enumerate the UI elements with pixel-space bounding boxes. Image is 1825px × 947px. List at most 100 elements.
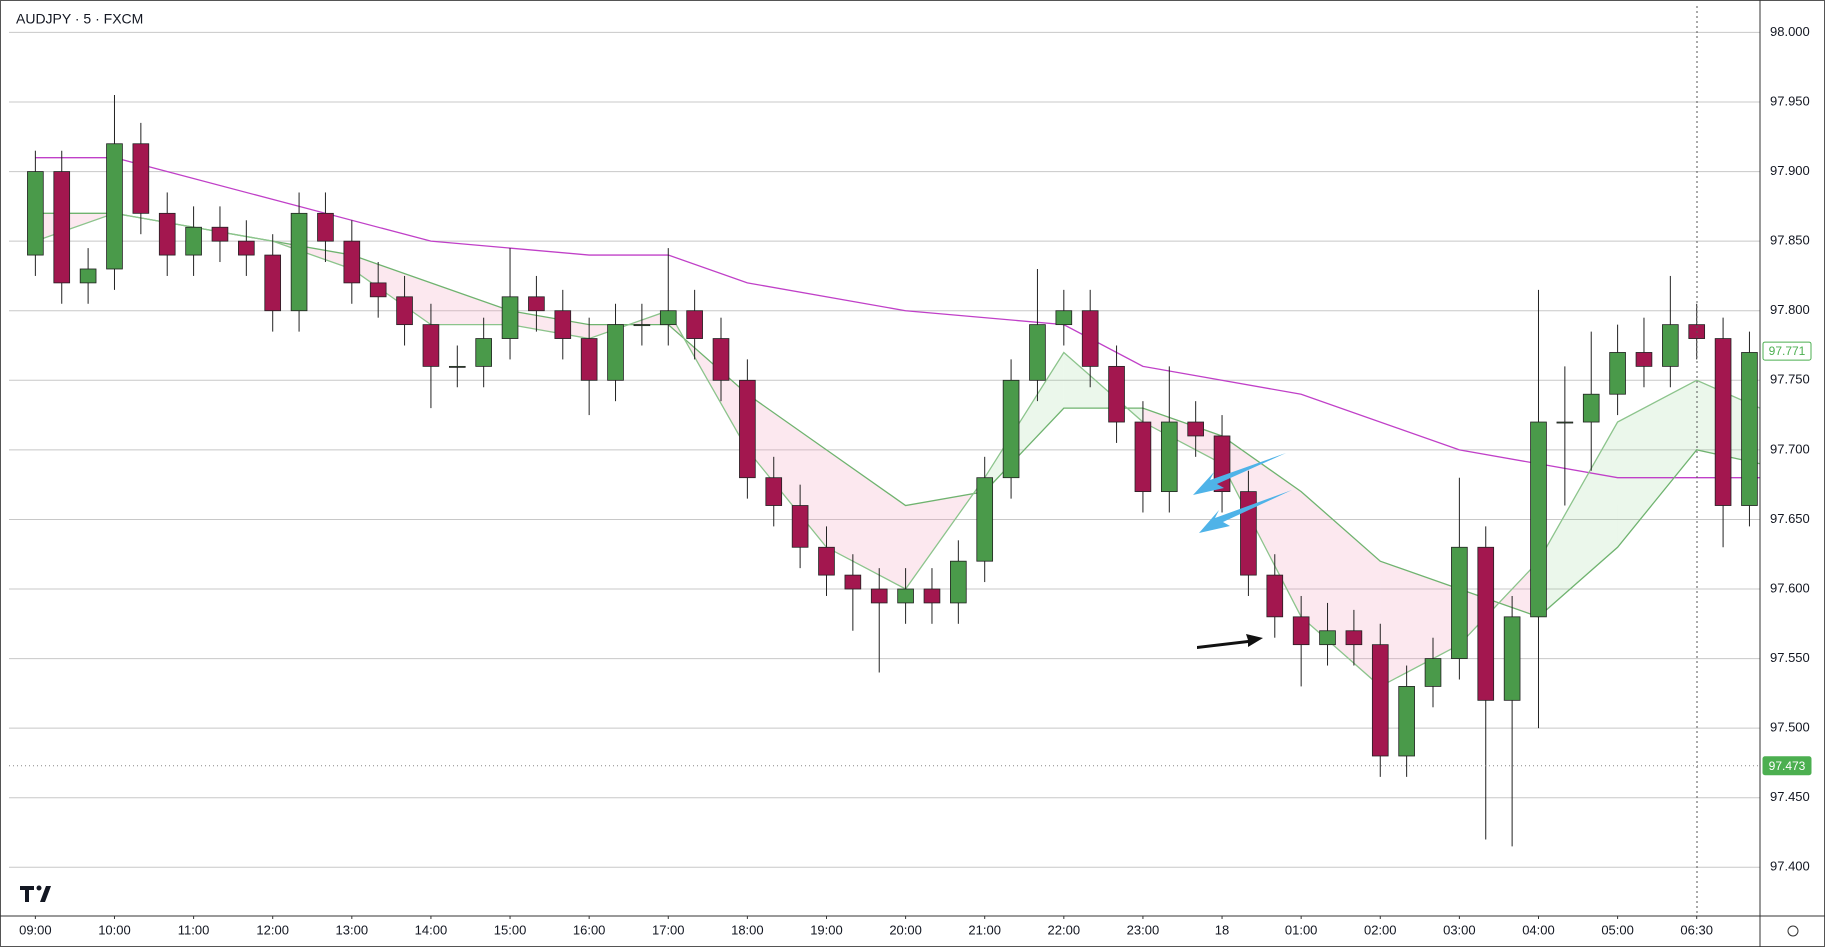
candle-body: [844, 574, 862, 590]
candle-body: [950, 560, 967, 604]
x-tick-label: 11:00: [178, 922, 210, 937]
tv-logo: [20, 885, 51, 902]
candle-body: [211, 226, 229, 242]
x-tick-label: 03:00: [1443, 922, 1476, 937]
candle-body: [1582, 393, 1600, 423]
x-tick-label: 21:00: [968, 922, 1001, 937]
y-tick-label: 97.900: [1770, 163, 1810, 178]
candle-body: [1662, 324, 1679, 367]
candle-body: [1345, 630, 1363, 646]
x-tick-label: 17:00: [652, 922, 685, 937]
candle-body: [686, 310, 703, 339]
candle-body: [1477, 546, 1495, 701]
candle-body: [1609, 352, 1626, 395]
y-tick-label: 97.650: [1770, 511, 1810, 526]
candle-body: [1081, 310, 1099, 367]
x-tick-label: 02:00: [1364, 922, 1397, 937]
y-tick-label: 97.400: [1770, 859, 1810, 874]
ribbon-fill: [1222, 435, 1302, 617]
y-tick-label: 97.550: [1770, 650, 1810, 665]
x-tick-label: 05:00: [1601, 922, 1634, 937]
candle-body: [53, 171, 71, 284]
chart-title: AUDJPY · 5 · FXCM: [16, 11, 143, 27]
candle-body: [1134, 421, 1152, 493]
y-tick-label: 97.450: [1770, 789, 1810, 804]
candle-body: [554, 310, 572, 339]
candle-body: [528, 296, 545, 312]
y-tick-label: 97.600: [1770, 580, 1810, 595]
ribbon-fill: [1538, 422, 1618, 617]
candle-body: [1002, 379, 1020, 479]
candle-body: [976, 477, 994, 562]
ribbon-fill: [826, 449, 906, 590]
candle-body: [1451, 546, 1468, 659]
candle-body: [185, 226, 202, 256]
annotation-arrows: [1193, 453, 1292, 649]
candle-body: [923, 588, 941, 604]
candle-body: [1635, 352, 1653, 367]
candle-body: [132, 143, 150, 214]
candle-body: [1424, 658, 1442, 687]
candle-body: [1240, 491, 1257, 576]
candle-body: [317, 212, 334, 242]
candle-body: [1055, 310, 1073, 326]
x-tick-label: 06:30: [1680, 922, 1713, 937]
price-label: 97.771: [1769, 344, 1806, 358]
x-tick-label: 16:00: [573, 922, 606, 937]
candle-body: [475, 338, 492, 367]
x-tick-label: 15:00: [494, 922, 527, 937]
candle-body: [158, 212, 176, 256]
candle-body: [607, 324, 624, 381]
candle-body: [79, 268, 97, 284]
candle-body: [27, 171, 44, 256]
settings-button[interactable]: [1787, 925, 1799, 937]
candle-body: [1292, 616, 1310, 646]
x-tick-label: 23:00: [1127, 922, 1160, 937]
x-tick-label: 22:00: [1048, 922, 1081, 937]
x-tick-label: 13:00: [336, 922, 369, 937]
x-tick-label: 10:00: [98, 922, 131, 937]
candle-body: [1741, 352, 1758, 506]
price-label: 97.473: [1769, 759, 1806, 773]
ribbon-fill: [430, 282, 511, 325]
candle-body: [106, 143, 123, 270]
candles: [27, 95, 1758, 847]
ribbon-fill: [1617, 380, 1697, 548]
candle-body: [369, 282, 387, 298]
price-label-box: [1762, 756, 1812, 776]
axes: 97.400 97.450 97.500 97.550 97.600 97.650 97.7…: [9, 24, 1812, 937]
x-tick-label: 19:00: [810, 922, 843, 937]
candle-body: [1319, 630, 1336, 646]
candle-body: [1398, 686, 1415, 757]
y-tick-label: 97.750: [1770, 372, 1810, 387]
y-tick-label: 97.850: [1770, 233, 1810, 248]
price-label-box: [1762, 341, 1812, 361]
candle-body: [712, 338, 730, 381]
candle-body: [580, 338, 598, 381]
candle-body: [396, 296, 413, 326]
candle-body: [791, 505, 809, 548]
y-tick-label: 97.800: [1770, 302, 1810, 317]
candle-body: [739, 379, 756, 479]
candle-body: [1714, 338, 1732, 506]
candle-body: [1371, 644, 1389, 757]
candle-body: [870, 588, 888, 604]
y-tick-label: 97.700: [1770, 441, 1810, 456]
candle-body: [1266, 574, 1284, 618]
candle-body: [290, 212, 308, 312]
candle-body: [1530, 421, 1547, 618]
candle-body: [818, 546, 835, 576]
candle-body: [1187, 421, 1204, 437]
candle-body: [448, 365, 466, 368]
x-tick-label: 18:00: [731, 922, 764, 937]
x-tick-label: 14:00: [415, 922, 448, 937]
candle-body: [633, 324, 651, 327]
x-tick-label: 09:00: [19, 922, 52, 937]
candle-body: [1503, 616, 1521, 701]
candle-body: [422, 324, 440, 367]
y-tick-label: 97.950: [1770, 93, 1810, 108]
candle-body: [343, 240, 361, 284]
